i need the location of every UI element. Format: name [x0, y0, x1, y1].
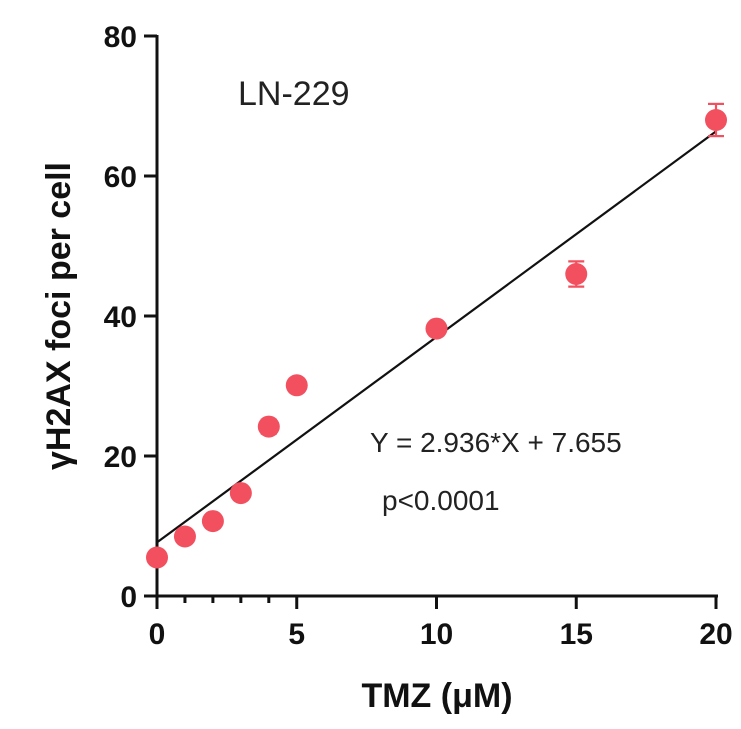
x-axis-title: TMZ (μM) — [361, 677, 512, 715]
chart-title: LN-229 — [238, 75, 350, 113]
data-point-3 — [229, 482, 252, 505]
data-point-7 — [565, 263, 588, 285]
p-value: p<0.0001 — [382, 485, 500, 516]
data-point-5 — [285, 374, 308, 397]
data-points — [146, 102, 727, 569]
fit-equation: Y = 2.936*X + 7.655 — [370, 427, 622, 458]
y-tick-label-2: 40 — [104, 301, 137, 334]
y-tick-label-0: 0 — [120, 581, 137, 614]
y-tick-label-4: 80 — [104, 21, 137, 54]
y-tick-label-1: 20 — [104, 441, 137, 474]
x-tick-label-0: 0 — [149, 618, 166, 651]
x-tick-label-2: 10 — [420, 618, 453, 651]
y-axis-title: γH2AX foci per cell — [40, 162, 78, 470]
x-tick-label-3: 15 — [560, 618, 593, 651]
x-tick-label-4: 20 — [699, 618, 732, 651]
x-tick-label-1: 5 — [288, 618, 305, 651]
data-point-4 — [257, 415, 280, 438]
ticks: 0 5 10 15 20 0 20 40 60 80 — [104, 21, 733, 651]
data-point-0 — [146, 546, 168, 569]
data-point-2 — [201, 510, 224, 533]
data-point-6 — [425, 317, 448, 340]
data-point-8 — [705, 109, 727, 131]
y-tick-label-3: 60 — [104, 161, 137, 194]
data-point-1 — [173, 525, 196, 548]
